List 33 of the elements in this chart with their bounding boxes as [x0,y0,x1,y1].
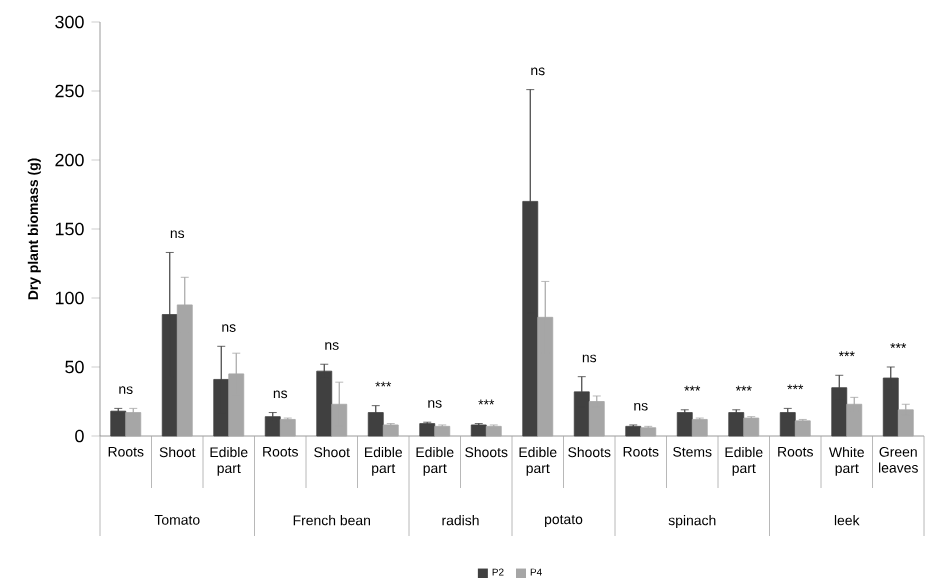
bar [331,403,348,437]
bar [779,412,796,437]
bar [846,403,863,437]
bar [470,424,487,437]
bar [640,427,657,437]
bar [367,412,384,437]
y-tick-label: 200 [55,153,84,167]
bar [897,409,914,437]
bar [110,410,127,437]
bar [382,424,399,437]
bar [419,423,436,437]
bar [125,412,142,437]
bar [625,425,642,437]
bar [676,412,693,437]
y-tick-label: 0 [75,429,84,443]
bar [485,425,502,437]
bar [213,379,230,437]
y-tick-label: 300 [55,15,84,29]
bar [743,417,760,437]
bar [522,201,539,437]
bar [691,419,708,437]
y-tick-label: 250 [55,84,84,98]
bar [434,425,451,437]
bar [264,416,281,437]
bar [794,420,811,437]
bar [316,370,333,437]
y-tick-label: 50 [65,360,84,374]
bar [537,316,554,437]
bar [279,419,296,437]
y-tick-label: 100 [55,291,84,305]
bar [728,412,745,437]
bar [588,401,605,437]
y-tick-label: 150 [55,222,84,236]
